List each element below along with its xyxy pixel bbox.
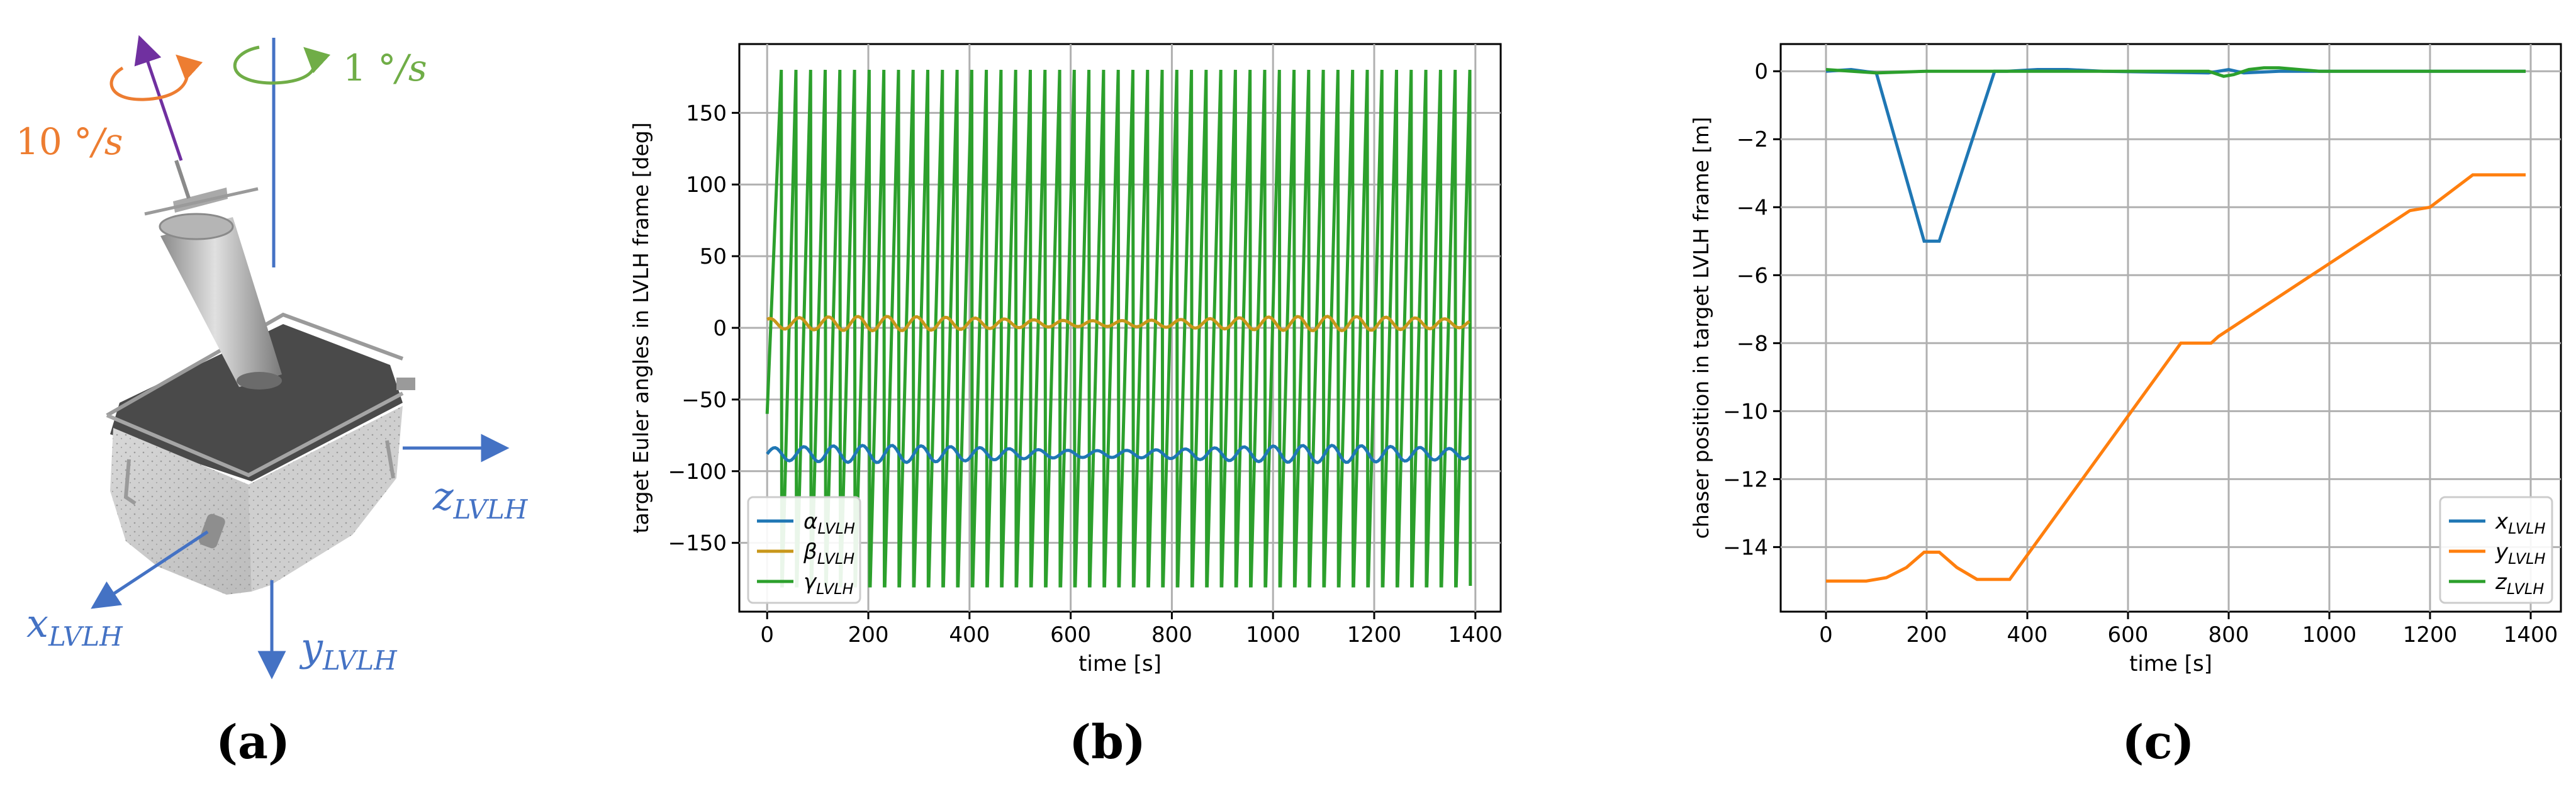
chart-b-ytick-label: 0 (713, 316, 727, 341)
x-axis-arrow (91, 530, 209, 609)
legend-label-β: βLVLH (803, 539, 854, 568)
chart-b-xtick-label: 0 (760, 622, 774, 648)
series-x-line (1825, 67, 2526, 243)
legend-label-z: zLVLH (2495, 569, 2544, 598)
legend-label-α: αLVLH (804, 509, 855, 537)
chart-c-xtick-label: 600 (2108, 622, 2149, 648)
chart-euler-angles: 0 200 400 600 800 1000 1200 1400 −150 −100 −50 0 50 1… (629, 43, 1503, 770)
chart-c-xtick-label: 0 (1819, 622, 1833, 648)
y-axis-label: yLVLH (299, 624, 398, 676)
chart-b-ytick-label: 150 (686, 101, 727, 126)
chart-b-xtick-label: 1000 (1246, 622, 1301, 648)
chart-c-grid (1781, 44, 2561, 612)
chart-b-xtick-label: 200 (848, 622, 889, 648)
chart-c-ytick-label: −14 (1723, 535, 1768, 560)
chart-c-series (1825, 66, 2526, 583)
chart-c-xtick-label: 400 (2007, 622, 2048, 648)
series-y-line (1826, 173, 2526, 583)
chart-c-ytick-label: −6 (1737, 263, 1768, 288)
chart-b-ticks: 0 200 400 600 800 1000 1200 1400 −150 −100 −50 0 50 1… (668, 101, 1503, 648)
series-alpha-line (766, 444, 1470, 464)
chart-c-ylabel: chaser position in target LVLH frame [m] (1689, 117, 1713, 539)
series-z-line (1825, 66, 2526, 78)
chart-b-ytick-label: 100 (686, 172, 727, 198)
chart-b-ytick-label: −100 (668, 459, 727, 485)
chart-c-ytick-label: 0 (1754, 59, 1768, 84)
chart-c-xtick-label: 200 (1907, 622, 1947, 648)
legend-label-x: xLVLH (2495, 509, 2546, 537)
rate-label-target: 1 °/s (343, 47, 427, 89)
legend-label-γ: γLVLH (804, 569, 854, 598)
satellite-drawing (106, 160, 415, 595)
z-axis-label: zLVLH (432, 473, 529, 525)
chart-c-ytick-label: −4 (1737, 195, 1768, 220)
chart-b-xlabel: time [s] (1078, 651, 1162, 676)
green-rotation-arrow (233, 45, 331, 85)
chart-c-ytick-label: −12 (1723, 467, 1768, 492)
chart-b-xtick-label: 800 (1151, 622, 1192, 648)
chart-chaser-position: 0 200 400 600 800 1000 1200 1400 −14 −12 −10 −8 −6 −4… (1689, 43, 2562, 770)
chart-b-xtick-label: 1400 (1448, 622, 1503, 648)
chart-b-ytick-label: 50 (700, 244, 727, 269)
chart-c-ytick-label: −8 (1737, 331, 1768, 356)
chart-b-ytick-label: −150 (668, 531, 727, 556)
chart-b-xtick-label: 1200 (1347, 622, 1402, 648)
chart-b-xtick-label: 400 (949, 622, 990, 648)
chart-b-legend-box (747, 496, 861, 604)
chart-c-xlabel: time [s] (2129, 651, 2212, 676)
panel-b-label: (b) (1069, 715, 1146, 770)
panel-c-label: (c) (2122, 715, 2194, 770)
chart-b-xtick-label: 600 (1050, 622, 1091, 648)
chart-c-ticks: 0 200 400 600 800 1000 1200 1400 −14 −12 −10 −8 −6 −4… (1723, 59, 2558, 648)
chart-c-xtick-label: 1400 (2504, 622, 2558, 648)
chart-b-ytick-label: −50 (681, 388, 727, 413)
chart-c-legend-box (2439, 496, 2553, 604)
orange-rotation-arrow (109, 54, 203, 101)
chaser-spin-axis (134, 35, 183, 161)
chart-c-xtick-label: 1200 (2403, 622, 2458, 648)
chart-b-series (765, 69, 1472, 588)
chart-c-xtick-label: 800 (2209, 622, 2249, 648)
chart-b-ylabel: target Euler angles in LVLH frame [deg] (629, 122, 653, 533)
panel-a-illustration: 10 °/s 1 °/s zLVLH yLVLH xLVLH (a) (16, 35, 529, 770)
chart-c-xtick-label: 1000 (2302, 622, 2357, 648)
rate-label-chaser: 10 °/s (16, 120, 123, 163)
series-beta-line (766, 315, 1470, 333)
legend-label-y: yLVLH (2495, 539, 2546, 568)
chart-c-ytick-label: −2 (1737, 127, 1768, 152)
panel-a-label: (a) (216, 715, 290, 770)
chart-c-ytick-label: −10 (1723, 399, 1768, 424)
x-axis-label: xLVLH (26, 600, 123, 652)
series-gamma-line (765, 69, 1472, 588)
